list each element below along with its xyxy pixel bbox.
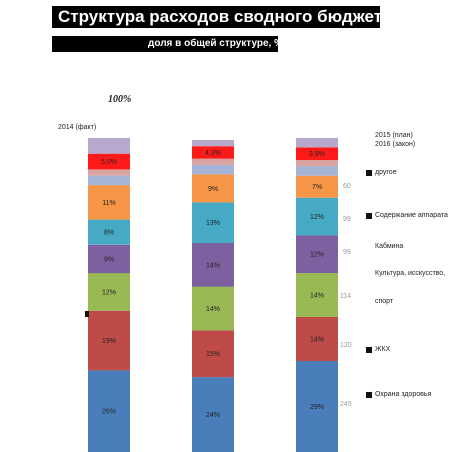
side-number: 99 bbox=[343, 249, 351, 256]
legend-item-culture-2: спорт bbox=[375, 298, 394, 305]
bar-segment bbox=[88, 370, 130, 452]
legend-marker-icon bbox=[366, 392, 372, 398]
bar-data-label: 8% bbox=[104, 230, 114, 237]
bar-data-label: 3,9% bbox=[309, 151, 325, 158]
bar-segment bbox=[88, 138, 130, 154]
chart-subtitle: доля в общей структуре, % bbox=[52, 36, 283, 52]
legend-marker-icon bbox=[366, 213, 372, 219]
bar-segment bbox=[192, 165, 234, 175]
bar-data-label: 14% bbox=[310, 337, 324, 344]
bar-segment bbox=[88, 169, 130, 176]
side-number: 114 bbox=[340, 293, 352, 300]
side-number: 120 bbox=[340, 342, 352, 349]
bar-segment bbox=[192, 377, 234, 452]
legend-marker-icon bbox=[366, 170, 372, 176]
bar-segment bbox=[88, 185, 130, 220]
bar-segment bbox=[296, 360, 338, 452]
bar-segment bbox=[296, 147, 338, 160]
bar-segment bbox=[296, 166, 338, 176]
right-year-label-2: 2016 (закон) bbox=[375, 141, 416, 148]
legend-item-health: Охрана здоровья bbox=[375, 391, 432, 398]
break-marker bbox=[85, 311, 89, 317]
bar-segment bbox=[192, 330, 234, 378]
legend-marker-icon bbox=[366, 347, 372, 353]
bar-segment bbox=[296, 197, 338, 236]
bar-segment bbox=[88, 244, 130, 274]
bar-segment bbox=[88, 273, 130, 311]
bar-segment bbox=[296, 175, 338, 198]
bar-segment bbox=[296, 235, 338, 273]
bar-segment bbox=[296, 317, 338, 361]
bar-segment bbox=[192, 158, 234, 165]
bar-data-label: 14% bbox=[206, 262, 220, 269]
bar-data-label: 4,3% bbox=[205, 150, 221, 157]
bar-segment bbox=[88, 153, 130, 170]
left-year-label: 2014 (факт) bbox=[58, 124, 97, 131]
bar-segment bbox=[88, 310, 130, 371]
bar-data-label: 12% bbox=[102, 289, 116, 296]
bar-segment bbox=[192, 146, 234, 159]
bar-segment bbox=[192, 202, 234, 243]
bar-data-label: 5,0% bbox=[101, 159, 117, 166]
bar-data-label: 13% bbox=[206, 220, 220, 227]
side-number: 60 bbox=[343, 183, 351, 190]
bar-data-label: 26% bbox=[102, 409, 116, 416]
bar-data-label: 11% bbox=[102, 200, 116, 207]
legend-item-other: другое bbox=[375, 169, 397, 176]
bar-segment bbox=[88, 219, 130, 245]
side-number: 245 bbox=[340, 401, 352, 408]
bar-segment bbox=[192, 140, 234, 147]
bar-data-label: 7% bbox=[312, 184, 322, 191]
bar-data-label: 9% bbox=[208, 186, 218, 193]
bar-segment bbox=[192, 243, 234, 287]
bar-segment bbox=[296, 160, 338, 167]
bar-data-label: 12% bbox=[310, 252, 324, 259]
chart-title: Структура расходов сводного бюджета bbox=[52, 6, 392, 28]
bar-data-label: 12% bbox=[310, 214, 324, 221]
bar-segment bbox=[192, 174, 234, 203]
bar-segment bbox=[88, 175, 130, 186]
bar-data-label: 19% bbox=[102, 338, 116, 345]
bar-data-label: 14% bbox=[310, 293, 324, 300]
legend-item-admin: Содержание аппарата bbox=[375, 212, 448, 219]
bar-segment bbox=[192, 286, 234, 331]
bar-data-label: 9% bbox=[104, 256, 114, 263]
bar-segment bbox=[296, 138, 338, 148]
legend-item-admin-2: Кабмина bbox=[375, 243, 404, 250]
bar-data-label: 14% bbox=[206, 306, 220, 313]
bar-segment bbox=[296, 273, 338, 317]
right-year-label-1: 2015 (план) bbox=[375, 132, 413, 139]
legend-item-culture: Культура, исскусство, bbox=[375, 270, 446, 277]
bar-data-label: 15% bbox=[206, 351, 220, 358]
side-number: 99 bbox=[343, 216, 351, 223]
bar-data-label: 29% bbox=[310, 404, 324, 411]
bar-data-label: 24% bbox=[206, 412, 220, 419]
percent-label: 100% bbox=[108, 94, 132, 105]
legend-item-housing: ЖКХ bbox=[375, 346, 391, 353]
